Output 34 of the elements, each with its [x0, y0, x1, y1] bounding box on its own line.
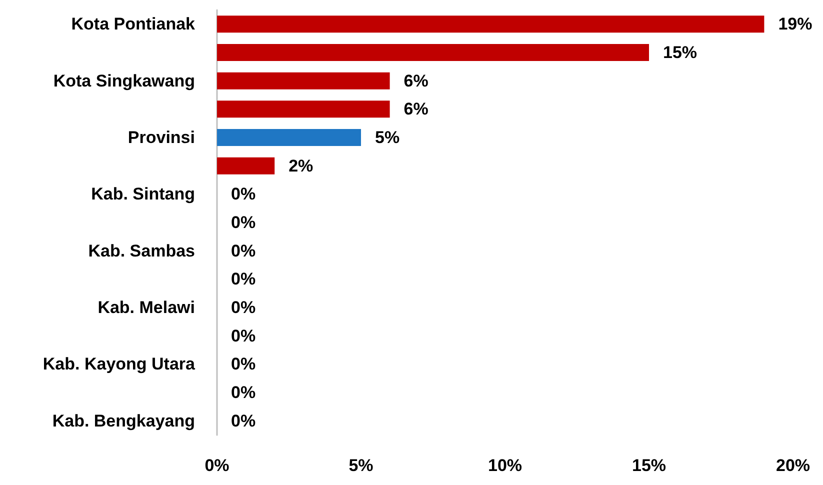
- bar: [217, 157, 275, 174]
- data-label: 0%: [231, 411, 256, 430]
- data-label: 0%: [231, 184, 256, 204]
- bar: [217, 129, 361, 146]
- y-tick-label: Kab. Bengkayang: [52, 411, 195, 430]
- data-label: 0%: [231, 326, 256, 346]
- data-label: 0%: [231, 354, 256, 374]
- y-tick-label: Provinsi: [128, 128, 195, 147]
- y-tick-label: Kota Pontianak: [71, 14, 196, 34]
- data-label: 0%: [231, 241, 256, 260]
- y-tick-label: Kota Singkawang: [53, 71, 195, 90]
- bar: [217, 44, 649, 61]
- x-tick-label: 15%: [632, 456, 666, 475]
- data-label: 0%: [231, 298, 256, 317]
- y-tick-label: Kab. Kayong Utara: [42, 354, 196, 374]
- x-tick-label: 5%: [348, 456, 374, 475]
- data-label: 2%: [288, 156, 314, 176]
- bar: [217, 72, 390, 90]
- bar: [217, 100, 390, 118]
- data-label: 0%: [231, 213, 256, 232]
- data-label: 0%: [231, 383, 256, 402]
- data-label: 15%: [663, 43, 698, 62]
- data-label: 5%: [375, 128, 400, 147]
- x-tick-label: 10%: [488, 456, 522, 475]
- x-tick-label: 20%: [776, 456, 810, 475]
- y-tick-label: Kab. Sambas: [88, 241, 195, 260]
- data-label: 0%: [231, 270, 256, 289]
- data-label: 19%: [778, 14, 812, 34]
- data-label: 6%: [404, 71, 428, 90]
- bar: [217, 16, 764, 33]
- y-tick-label: Kab. Sintang: [91, 184, 195, 204]
- data-label: 6%: [404, 100, 428, 119]
- y-tick-label: Kab. Melawi: [98, 298, 195, 317]
- x-tick-label: 0%: [204, 456, 230, 475]
